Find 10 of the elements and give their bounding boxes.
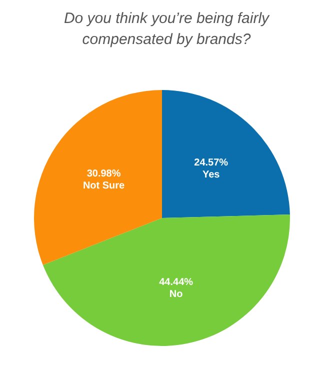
chart-title: Do you think you’re being fairly compensated by brands? [62, 9, 271, 50]
slice-label: No [169, 288, 183, 300]
pie-slice [34, 90, 162, 265]
data-label: 44.44% [159, 276, 194, 288]
data-label: 30.98% [86, 168, 121, 180]
data-label: 24.57% [194, 158, 228, 169]
slice-label: Not Sure [82, 180, 126, 192]
pie-slice [42, 214, 290, 346]
slice-label: Yes [202, 170, 220, 181]
pie-slice [162, 90, 290, 218]
